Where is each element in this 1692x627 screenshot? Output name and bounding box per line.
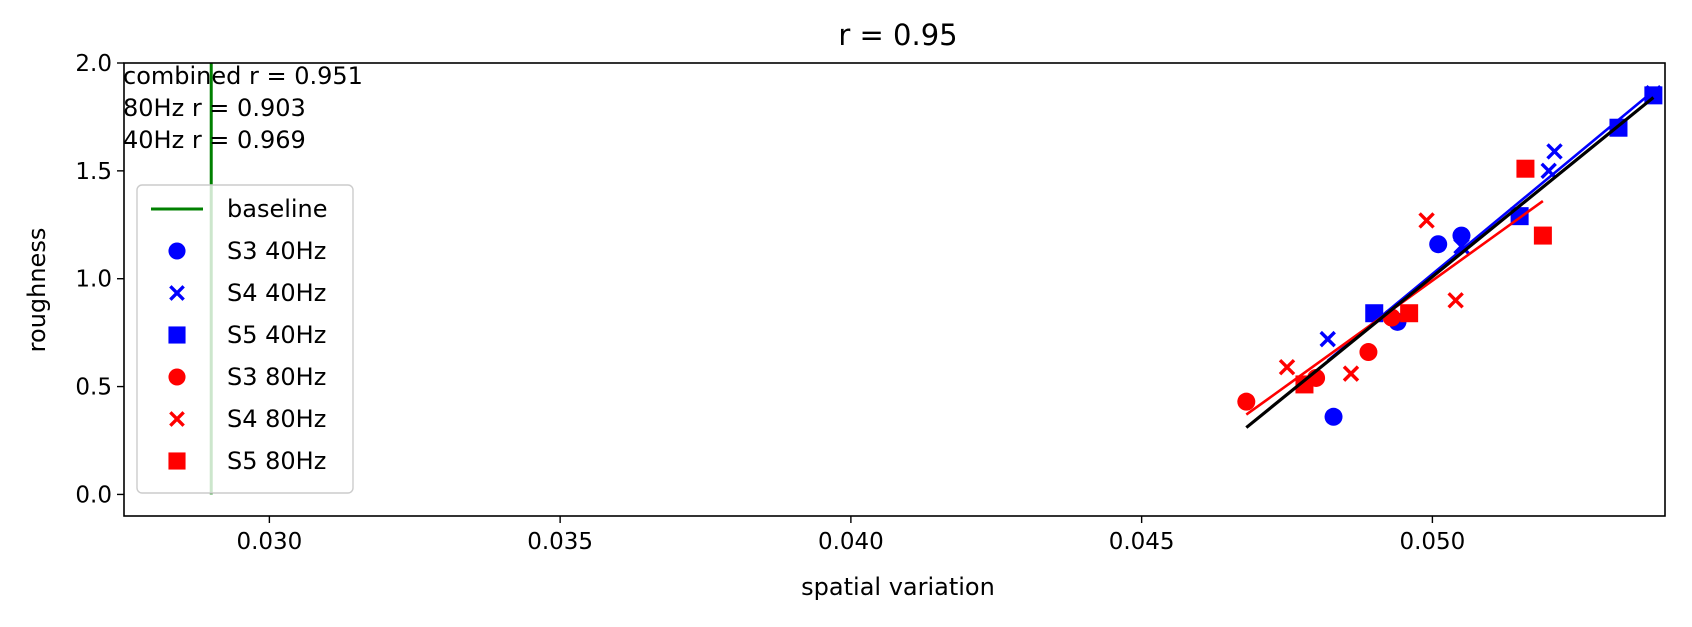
- x-tick-label: 0.035: [527, 529, 593, 555]
- point-s4-80hz: [1418, 212, 1435, 229]
- annotation-combined: combined r = 0.951: [123, 62, 363, 90]
- legend-box: [136, 184, 354, 494]
- point-s4-40hz-stroke: [1546, 143, 1563, 160]
- plot-area: [209, 63, 1663, 495]
- point-s4-80hz-stroke: [1278, 358, 1296, 376]
- legend-label-s4-80hz: S4 80Hz: [227, 405, 326, 433]
- legend-swatch-s4-80hz: [169, 411, 185, 427]
- point-s5-80hz: [1295, 375, 1314, 394]
- legend-swatch-s4-80hz-stroke: [169, 411, 185, 427]
- correlation-annotations: combined r = 0.951 80Hz r = 0.903 40Hz r…: [123, 62, 363, 154]
- point-s4-40hz-stroke: [1319, 330, 1336, 348]
- legend-label-s4-40hz: S4 40Hz: [227, 279, 326, 307]
- fit-line-combined: [1245, 96, 1655, 429]
- point-s5-80hz: [1516, 159, 1535, 178]
- y-tick-label: 0.0: [75, 482, 112, 508]
- point-s4-40hz-stroke: [1540, 162, 1557, 180]
- point-s4-80hz-stroke: [1418, 212, 1435, 229]
- point-s4-80hz: [1342, 365, 1360, 382]
- annotation-40hz: 40Hz r = 0.969: [123, 126, 306, 154]
- point-s5-80hz: [1533, 226, 1552, 245]
- point-s4-80hz-stroke: [1342, 365, 1360, 382]
- x-axis-label: spatial variation: [801, 573, 995, 601]
- legend-label-s3-80hz: S3 80Hz: [227, 363, 326, 391]
- legend-label-s3-40hz: S3 40Hz: [227, 237, 326, 265]
- legend: baseline S3 40Hz S4 40Hz S5 40Hz S3 80Hz S4 8…: [136, 184, 354, 494]
- point-s4-80hz-stroke: [1447, 292, 1464, 309]
- point-s4-40hz-stroke: [1453, 238, 1470, 255]
- point-s3-80hz: [1237, 392, 1256, 411]
- x-tick-label: 0.045: [1109, 529, 1175, 555]
- point-s3-80hz: [1359, 343, 1378, 362]
- legend-swatch-s3-40hz: [168, 242, 186, 260]
- chart-title: r = 0.95: [838, 18, 957, 52]
- legend-swatch-s4-40hz-stroke: [169, 285, 185, 301]
- x-tick-label: 0.040: [818, 529, 884, 555]
- point-s4-40hz: [1546, 143, 1563, 160]
- point-s4-40hz: [1319, 330, 1336, 348]
- legend-swatch-s5-80hz: [168, 452, 186, 470]
- legend-label-s5-80hz: S5 80Hz: [227, 447, 326, 475]
- point-s4-80hz: [1447, 292, 1464, 309]
- y-tick-label: 0.5: [75, 375, 112, 401]
- series-s4-80hz: [1278, 212, 1464, 382]
- x-tick-label: 0.030: [236, 529, 302, 555]
- legend-label-s5-40hz: S5 40Hz: [227, 321, 326, 349]
- series-s5-80hz: [1295, 159, 1552, 394]
- y-tick-label: 2.0: [75, 51, 112, 77]
- legend-swatch-s4-40hz: [169, 285, 185, 301]
- legend-label-baseline: baseline: [227, 195, 328, 223]
- point-s5-80hz: [1400, 304, 1419, 323]
- legend-swatch-s5-40hz: [168, 326, 186, 344]
- x-tick-label: 0.050: [1399, 529, 1465, 555]
- y-tick-label: 1.0: [75, 267, 112, 293]
- axis-ticks: 0.030 0.035 0.040 0.045 0.050 0.0 0.5 1.0 1.5 2.0: [75, 51, 1465, 555]
- y-axis-label: roughness: [23, 228, 51, 353]
- plot-frame: [123, 62, 1666, 517]
- y-tick-label: 1.5: [75, 159, 112, 185]
- legend-swatch-s3-80hz: [168, 368, 186, 386]
- annotation-80hz: 80Hz r = 0.903: [123, 94, 306, 122]
- point-s3-40hz: [1324, 407, 1343, 426]
- point-s3-40hz: [1429, 235, 1448, 254]
- point-s4-80hz: [1278, 358, 1296, 376]
